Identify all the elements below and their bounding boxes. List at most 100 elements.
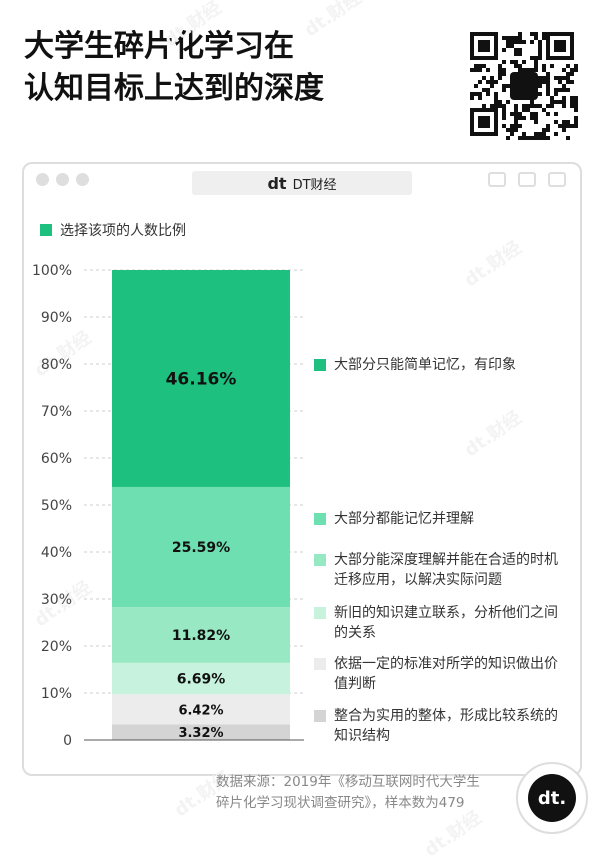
qr-module [542,128,546,132]
qr-module [542,36,546,40]
qr-module [478,64,482,68]
data-label: 11.82% [172,628,230,644]
qr-module [522,116,526,120]
y-tick-label: 80% [41,357,72,373]
qr-module [554,100,558,104]
qr-module [490,80,494,84]
qr-module [510,124,514,128]
qr-module [514,104,518,108]
qr-module [506,136,510,140]
qr-module [530,112,534,116]
qr-module [534,136,538,140]
qr-module [518,64,522,68]
y-tick-label: 60% [41,451,72,467]
qr-module [546,92,550,96]
qr-module [562,68,566,72]
legend-item: 大部分都能记忆并理解 [314,509,564,529]
qr-module [514,128,518,132]
qr-module [534,116,538,120]
qr-module [530,116,534,120]
qr-module [550,100,554,104]
qr-module [574,68,578,72]
qr-module [570,124,574,128]
qr-module [530,136,534,140]
qr-module [550,64,554,68]
qr-module [562,124,566,128]
legend-label: 大部分能深度理解并能在合适的时机迁移应用，以解决实际问题 [334,552,558,588]
qr-module [498,100,502,104]
qr-module [506,36,510,40]
qr-module [554,112,558,116]
qr-module [514,120,518,124]
qr-module [502,88,506,92]
qr-finder [478,40,490,52]
qr-module [562,96,566,100]
qr-module [546,80,550,84]
qr-module [570,104,574,108]
qr-module [530,40,534,44]
qr-module [546,104,550,108]
qr-module [538,76,542,80]
qr-module [574,124,578,128]
qr-module [538,52,542,56]
legend-item: 大部分能深度理解并能在合适的时机迁移应用，以解决实际问题 [314,550,564,590]
qr-module [518,112,522,116]
qr-module [538,92,542,96]
qr-module [510,36,514,40]
tab-title: DT财经 [292,177,337,193]
qr-module [558,100,562,104]
qr-module [554,120,558,124]
qr-module [538,44,542,48]
qr-module [574,108,578,112]
qr-module [558,124,562,128]
legend-swatch [314,658,326,670]
qr-module [514,64,518,68]
data-source: 数据来源：2019年《移动互联网时代大学生 碎片化学习现状调查研究》，样本数为4… [216,772,516,814]
qr-module [506,84,510,88]
qr-module [502,68,506,72]
legend-item: 整合为实用的整体，形成比较系统的知识结构 [314,706,564,746]
qr-module [478,68,482,72]
qr-module [482,64,486,68]
qr-finder [478,116,490,128]
bar-segment-2 [112,662,290,695]
qr-module [514,124,518,128]
share-icon [518,172,536,187]
qr-module [542,136,546,140]
qr-module [574,120,578,124]
qr-module [518,48,522,52]
qr-module [518,68,522,72]
stacked-bar-chart: 0 10% 20% 30% 40% 50% 60% 70% 80% 90% 100% 3.32% 6.4… [32,263,304,749]
chart-title: 大学生碎片化学习在 认知目标上达到的深度 [24,26,324,110]
qr-module [530,68,534,72]
qr-module [498,76,502,80]
qr-module [534,132,538,136]
qr-module [574,96,578,100]
dt-logo-icon: dt [267,173,287,193]
qr-module [526,136,530,140]
qr-module [478,92,482,96]
qr-module [566,64,570,68]
y-tick-label: 30% [41,592,72,608]
y-tick-label: 70% [41,404,72,420]
qr-module [474,84,478,88]
qr-module [554,76,558,80]
qr-module [534,60,538,64]
legend-label: 大部分都能记忆并理解 [334,511,474,527]
qr-module [518,116,522,120]
qr-module [546,76,550,80]
qr-module [546,136,550,140]
qr-module [554,92,558,96]
data-label: 6.69% [177,672,226,688]
source-line-1: 数据来源：2019年《移动互联网时代大学生 [216,774,480,790]
qr-module [470,96,474,100]
qr-module [510,128,514,132]
qr-module [470,68,474,72]
legend-label: 依据一定的标准对所学的知识做出价值判断 [334,656,558,692]
qr-module [542,64,546,68]
qr-module [510,132,514,136]
qr-module [542,68,546,72]
qr-module [530,32,534,36]
qr-module [538,136,542,140]
bar-segment-3 [112,607,290,663]
